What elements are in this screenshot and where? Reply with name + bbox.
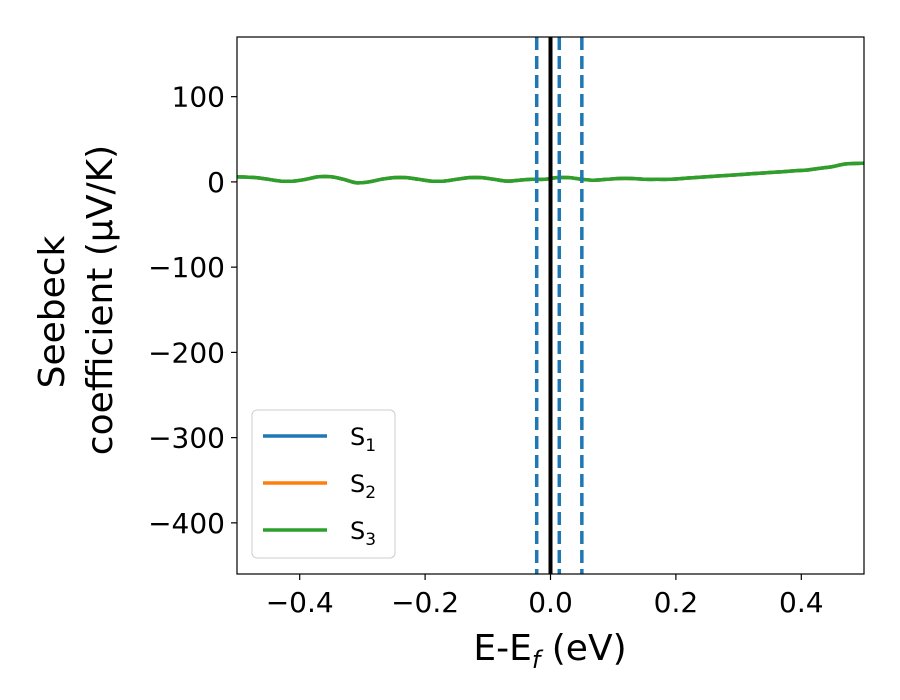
y-tick-label: −200 bbox=[148, 336, 225, 369]
y-tick-label: 100 bbox=[172, 81, 225, 114]
legend: S1 S2 S3 bbox=[251, 409, 396, 559]
y-axis-title-line2: coefficient (μV/K) bbox=[80, 145, 121, 455]
x-tick-label: 0.2 bbox=[654, 586, 699, 619]
x-axis-title: E-Ef (eV) bbox=[473, 628, 626, 674]
x-tick-label: 0.4 bbox=[779, 586, 824, 619]
x-tick-label: 0.0 bbox=[528, 586, 573, 619]
y-tick-label: −400 bbox=[148, 507, 225, 540]
legend-label-2: S2 bbox=[350, 470, 376, 503]
y-tick-label: −300 bbox=[148, 422, 225, 455]
y-tick-label: −100 bbox=[148, 251, 225, 284]
y-tick-label: 0 bbox=[207, 166, 225, 199]
x-tick-label: −0.4 bbox=[266, 586, 334, 619]
plot-content bbox=[237, 37, 864, 574]
legend-label-1: S1 bbox=[350, 423, 376, 456]
x-tick-label: −0.2 bbox=[391, 586, 459, 619]
legend-label-3: S3 bbox=[350, 517, 376, 550]
y-axis-title-line1: Seebeck bbox=[32, 235, 73, 388]
axis-ticks: −0.4 −0.2 0.0 0.2 0.4 −400 −300 −200 −100 0 100 bbox=[148, 81, 823, 619]
